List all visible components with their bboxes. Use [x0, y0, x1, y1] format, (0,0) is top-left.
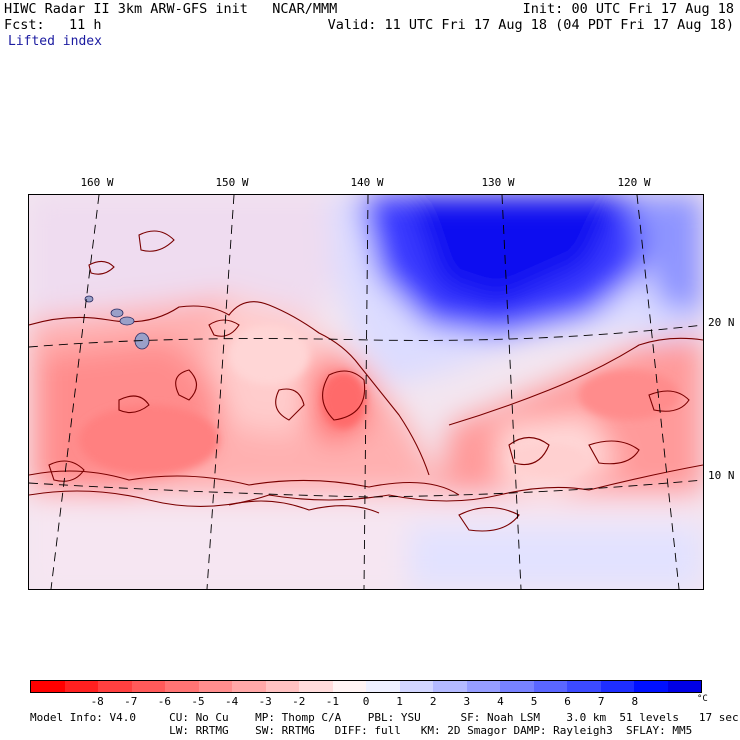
colorbar-swatch: [165, 681, 199, 692]
model-info-line-2: LW: RRTMG SW: RRTMG DIFF: full KM: 2D Sm…: [30, 724, 693, 737]
graticule: [29, 195, 703, 589]
colorbar-tick-label: -3: [258, 695, 272, 708]
colorbar-swatch: [634, 681, 668, 692]
lon-label-120w: 120 W: [617, 176, 651, 189]
colorbar-swatch: [265, 681, 299, 692]
colorbar-swatch: [98, 681, 132, 692]
colorbar-swatch: [366, 681, 400, 692]
colorbar-swatch: [131, 681, 165, 692]
init-time: Init: 00 UTC Fri 17 Aug 18: [522, 1, 734, 17]
colorbar-tick-label: 8: [631, 695, 639, 708]
colorbar-tick-label: 6: [564, 695, 571, 708]
lon-label-130w: 130 W: [481, 176, 515, 189]
model-info-line-1: Model Info: V4.0 CU: No Cu MP: Thomp C/A…: [30, 711, 739, 724]
lon-label-160w: 160 W: [80, 176, 114, 189]
plot-title: HIWC Radar II 3km ARW-GFS init NCAR/MMM: [4, 1, 338, 17]
colorbar-unit: °C: [697, 694, 708, 704]
forecast-hour: Fcst: 11 h: [4, 17, 102, 33]
colorbar-swatch: [31, 681, 65, 692]
contour-lines: [29, 230, 703, 532]
colorbar-swatch: [500, 681, 534, 692]
colorbar-tick-label: -4: [224, 695, 239, 708]
lat-label-10n: 10 N: [708, 469, 735, 482]
lon-label-150w: 150 W: [215, 176, 249, 189]
colorbar-tick-label: -1: [325, 695, 340, 708]
colorbar-swatch: [466, 681, 500, 692]
colorbar-swatch: [433, 681, 467, 692]
colorbar-swatch: [600, 681, 634, 692]
colorbar-swatch: [232, 681, 266, 692]
colorbar-swatch: [332, 681, 366, 692]
colorbar-tick-label: 4: [497, 695, 504, 708]
colorbar-tick-label: 2: [429, 695, 437, 708]
map-canvas: [29, 195, 703, 589]
colorbar-swatch: [567, 681, 601, 692]
colorbar-swatch: [299, 681, 333, 692]
colorbar-tick-label: -7: [124, 695, 138, 708]
colorbar-tick-label: -8: [90, 695, 104, 708]
colorbar-swatch: [399, 681, 433, 692]
field-detail: [79, 325, 679, 478]
lifted-index-map: [28, 194, 704, 590]
colorbar-tick-label: 1: [396, 695, 403, 708]
colorbar-tick-label: -6: [157, 695, 172, 708]
colorbar-tick-label: 7: [597, 695, 605, 708]
colorbar-tick-label: 3: [463, 695, 471, 708]
colorbar-swatch: [198, 681, 232, 692]
field-name: Lifted index: [8, 34, 102, 49]
colorbar-tick-label: 5: [530, 695, 538, 708]
colorbar-swatch: [667, 681, 701, 692]
colorbar: [30, 680, 702, 693]
lat-label-20n: 20 N: [708, 316, 735, 329]
lon-label-140w: 140 W: [350, 176, 384, 189]
colorbar-swatch: [64, 681, 98, 692]
colorbar-swatch: [533, 681, 567, 692]
colorbar-tick-label: -2: [292, 695, 306, 708]
colorbar-tick-label: 0: [362, 695, 370, 708]
valid-time: Valid: 11 UTC Fri 17 Aug 18 (04 PDT Fri …: [327, 17, 734, 33]
colorbar-tick-label: -5: [191, 695, 205, 708]
